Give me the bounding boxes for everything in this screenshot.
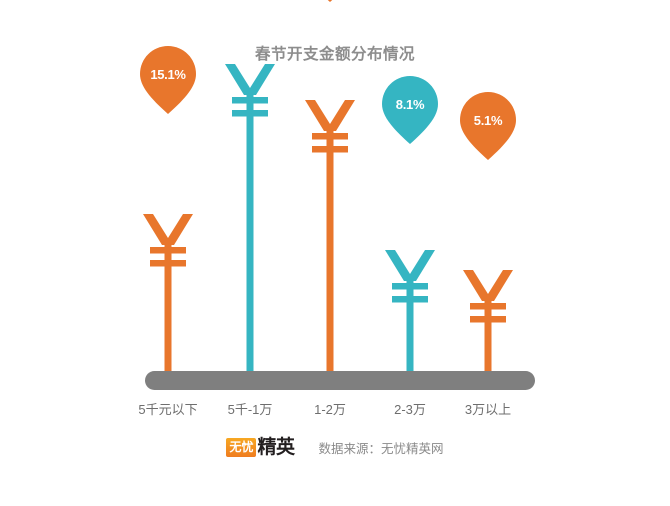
map-pin-icon: [382, 76, 438, 144]
chart-plot-area: 15.1%: [123, 0, 535, 400]
map-pin-icon: [140, 46, 196, 114]
yen-symbol-icon: [222, 64, 278, 128]
value-pin: 15.1%: [140, 46, 196, 114]
value-pin: 5.1%: [460, 92, 516, 160]
brand-badge: 无忧: [226, 437, 257, 457]
value-pin: 28.6%: [302, 0, 358, 2]
yen-symbol-icon: [382, 250, 438, 314]
bar-stem: [406, 306, 414, 374]
footer: 无忧 精英 数据来源：无忧精英网: [0, 432, 670, 462]
bar-stem: [326, 156, 334, 374]
value-pin: 8.1%: [382, 76, 438, 144]
chart-column: 15.1%: [123, 0, 213, 400]
chart-column: 34.9%: [205, 0, 295, 400]
value-label: 15.1%: [150, 66, 186, 82]
yen-symbol-icon: [460, 270, 516, 334]
yen-symbol-icon: [302, 100, 358, 164]
value-label: 5.1%: [473, 112, 503, 128]
brand-logo: 无忧 精英: [226, 436, 295, 458]
data-source-note: 数据来源：无忧精英网: [318, 441, 444, 456]
bar-stem: [484, 326, 492, 374]
brand-wordmark: 精英: [257, 436, 295, 458]
map-pin-icon: [460, 92, 516, 160]
chart-column: 5.1%: [443, 0, 533, 400]
x-axis-tick-label: 5千元以下: [138, 402, 198, 417]
x-axis-tick-label: 5千-1万: [227, 402, 273, 417]
chart-baseline: [145, 371, 535, 390]
map-pin-icon: [302, 0, 358, 2]
chart-column: 28.6%: [285, 0, 375, 400]
x-axis-labels: 5千元以下 5千-1万 1-2万 2-3万 3万以上: [0, 399, 670, 425]
chart-column: 8.1%: [365, 0, 455, 400]
bar-stem: [246, 120, 254, 374]
x-axis-tick-label: 3万以上: [464, 402, 512, 417]
x-axis-tick-label: 2-3万: [394, 402, 426, 417]
yen-symbol-icon: [140, 214, 196, 278]
value-label: 8.1%: [395, 96, 425, 112]
bar-stem: [164, 270, 172, 374]
page-title: 春节开支金额分布情况: [254, 46, 415, 63]
x-axis-tick-label: 1-2万: [314, 402, 346, 417]
